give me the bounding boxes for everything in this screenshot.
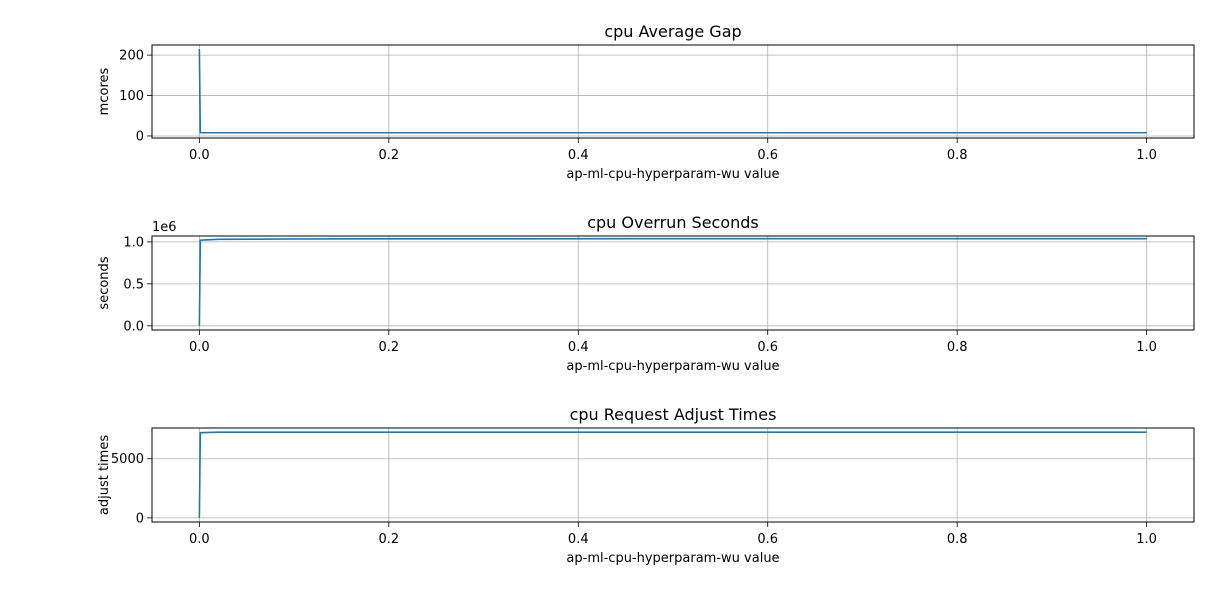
x-tick-label: 0.8 bbox=[947, 340, 968, 355]
x-tick-label: 0.6 bbox=[757, 532, 778, 547]
y-axis-label: adjust times bbox=[97, 435, 112, 515]
y-axis-label: seconds bbox=[97, 256, 112, 309]
series-line-1 bbox=[198, 431, 1147, 518]
x-tick-label: 0.0 bbox=[189, 340, 210, 355]
x-tick-label: 1.0 bbox=[1136, 148, 1157, 163]
x-tick-label: 0.4 bbox=[568, 532, 589, 547]
x-axis-label: ap-ml-cpu-hyperparam-wu value bbox=[566, 167, 779, 182]
x-tick-label: 0.2 bbox=[378, 340, 399, 355]
x-tick-label: 0.6 bbox=[757, 148, 778, 163]
series-line-1 bbox=[198, 49, 1147, 134]
y-axis-label: mcores bbox=[97, 67, 112, 115]
x-tick-label: 0.4 bbox=[568, 148, 589, 163]
x-tick-label: 0.6 bbox=[757, 340, 778, 355]
x-tick-label: 0.0 bbox=[189, 148, 210, 163]
y-tick-label: 1.0 bbox=[123, 235, 144, 250]
x-axis-label: ap-ml-cpu-hyperparam-wu value bbox=[566, 551, 779, 566]
y-tick-label: 0.5 bbox=[123, 277, 144, 292]
x-tick-label: 0.4 bbox=[568, 340, 589, 355]
x-axis-label: ap-ml-cpu-hyperparam-wu value bbox=[566, 359, 779, 374]
x-tick-label: 0.2 bbox=[378, 532, 399, 547]
x-tick-label: 0.0 bbox=[189, 532, 210, 547]
y-offset-label: 1e6 bbox=[152, 220, 177, 235]
x-tick-label: 1.0 bbox=[1136, 532, 1157, 547]
series-line-1 bbox=[198, 237, 1147, 326]
x-tick-label: 0.2 bbox=[378, 148, 399, 163]
y-tick-label: 0.0 bbox=[123, 319, 144, 334]
y-tick-label: 0 bbox=[136, 511, 144, 526]
y-tick-label: 100 bbox=[119, 89, 144, 104]
x-tick-label: 0.8 bbox=[947, 148, 968, 163]
subplot-2: 0.0 0.2 0.4 0.6 0.8 1.0 0.0 0.5 1.0 cpu Overrun S… bbox=[97, 213, 1195, 374]
axes-frame bbox=[151, 235, 1195, 331]
subplot-1: 0.0 0.2 0.4 0.6 0.8 1.0 0 100 200 cpu Average Gap… bbox=[97, 22, 1195, 182]
chart-title: cpu Average Gap bbox=[604, 22, 741, 41]
axes-frame bbox=[151, 44, 1195, 139]
chart-title: cpu Overrun Seconds bbox=[587, 213, 759, 232]
subplot-3: 0.0 0.2 0.4 0.6 0.8 1.0 0 5000 cpu Request Adjus… bbox=[97, 405, 1195, 566]
axes-frame bbox=[151, 427, 1195, 523]
x-tick-label: 0.8 bbox=[947, 532, 968, 547]
y-tick-label: 0 bbox=[136, 129, 144, 144]
chart-title: cpu Request Adjust Times bbox=[570, 405, 777, 424]
x-tick-label: 1.0 bbox=[1136, 340, 1157, 355]
y-tick-label: 200 bbox=[119, 49, 144, 64]
y-tick-label: 5000 bbox=[111, 452, 144, 467]
